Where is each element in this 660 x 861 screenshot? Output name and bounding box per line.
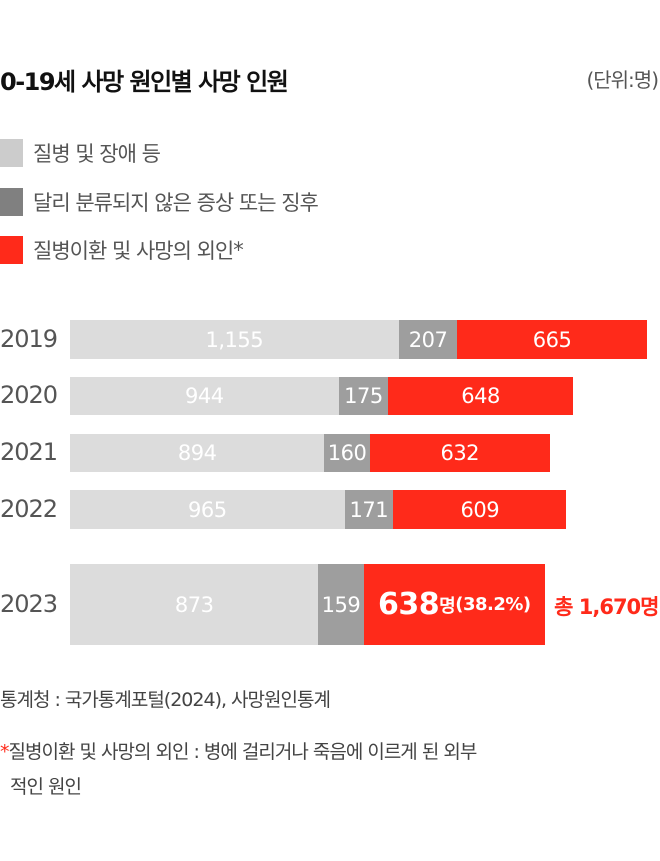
year-label: 2023 [0, 589, 58, 618]
legend-swatch [0, 188, 23, 216]
bar-segment-disease: 944 [70, 377, 339, 415]
data-label: 207 [408, 327, 448, 352]
year-label: 2021 [0, 438, 58, 466]
legend-label: 질병 및 장애 등 [33, 142, 161, 166]
footnote-continued: 적인 원인 [10, 776, 82, 798]
legend-item-external: 질병이환 및 사망의 외인 * [0, 235, 244, 265]
bar-segment-unclassified: 207 [398, 320, 458, 359]
legend-swatch [0, 139, 23, 167]
data-label: 965 [187, 497, 227, 522]
source-note: 통계청 : 국가통계포털(2024), 사망원인통계 [0, 689, 331, 711]
data-label-pct: (38.2%) [455, 594, 531, 615]
bar-segment-external: 632 [369, 434, 550, 472]
year-label: 2019 [0, 324, 58, 353]
data-label: 944 [184, 384, 224, 408]
bar-segment-disease: 894 [70, 434, 325, 472]
data-label: 175 [344, 384, 383, 408]
data-label: 873 [174, 592, 214, 617]
bar-segment-unclassified: 175 [338, 377, 389, 415]
asterisk: * [233, 238, 243, 262]
legend-swatch [0, 236, 23, 264]
bar-segment-external: 665 [457, 320, 647, 359]
data-label: 159 [321, 592, 361, 617]
bar-segment-disease: 873 [70, 564, 319, 645]
data-label: 632 [440, 441, 480, 465]
data-label: 160 [327, 441, 367, 465]
bar-segment-disease: 965 [70, 490, 345, 529]
bar-segment-external: 638 명 (38.2%) [363, 564, 546, 645]
data-label: 171 [349, 497, 389, 522]
data-label: 1,155 [205, 327, 264, 352]
year-label: 2022 [0, 494, 58, 523]
data-label-suffix: 명 [439, 595, 456, 617]
data-label: 894 [177, 441, 217, 465]
bar-segment-unclassified: 171 [344, 490, 394, 529]
chart-title: 0-19세 사망 원인별 사망 인원 [0, 68, 289, 96]
legend-label: 질병이환 및 사망의 외인 [33, 239, 234, 263]
legend-label: 달리 분류되지 않은 증상 또는 징후 [33, 191, 319, 215]
data-label: 609 [460, 497, 500, 522]
footnote: *질병이환 및 사망의 외인 : 병에 걸리거나 죽음에 이르게 된 외부 [0, 735, 478, 769]
footnote-mark: * [0, 741, 9, 763]
unit-label: (단위:명) [586, 68, 659, 92]
bar-segment-unclassified: 159 [318, 564, 364, 645]
year-label: 2020 [0, 381, 58, 409]
data-label: 665 [532, 327, 572, 352]
data-label: 648 [461, 384, 500, 408]
bar-segment-external: 609 [393, 490, 567, 529]
bar-segment-external: 648 [388, 377, 573, 415]
data-label: 638 [378, 587, 440, 622]
bar-segment-disease: 1,155 [70, 320, 399, 359]
total-label: 총 1,670명 [554, 594, 659, 619]
legend-item-disease: 질병 및 장애 등 [0, 138, 161, 168]
bar-segment-unclassified: 160 [324, 434, 370, 472]
footnote-text: 질병이환 및 사망의 외인 : 병에 걸리거나 죽음에 이르게 된 외부 [8, 741, 478, 763]
legend-item-unclassified: 달리 분류되지 않은 증상 또는 징후 [0, 187, 319, 217]
